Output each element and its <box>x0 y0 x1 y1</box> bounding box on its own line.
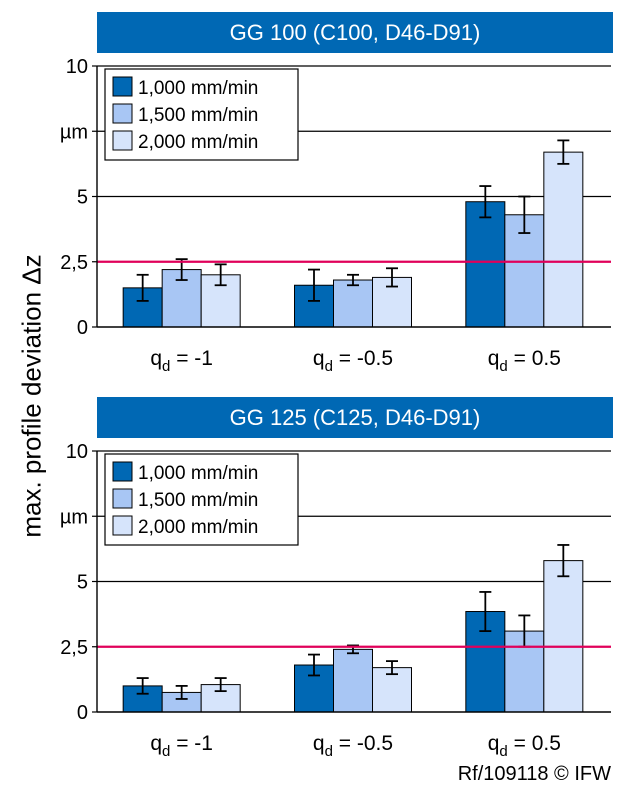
legend-swatch <box>112 488 133 509</box>
y-tick-label: 2,5 <box>60 637 88 659</box>
chart-2-title-banner: GG 125 (C125, D46-D91) <box>97 397 613 438</box>
x-category-label: qd = -0.5 <box>313 732 393 760</box>
y-tick-label: 10 <box>66 441 88 463</box>
chart-2-plot: 0 2,5 5 µm 10 qd = -1 qd = -0.5 qd = 0.5 1,000 m… <box>60 441 611 760</box>
x-category-label: qd = -1 <box>150 732 213 760</box>
legend-label: 2,000 mm/min <box>138 132 258 153</box>
x-category-label: qd = 0.5 <box>488 732 561 760</box>
y-tick-label: 2,5 <box>60 252 88 274</box>
legend-label: 1,500 mm/min <box>138 105 258 126</box>
legend-label: 1,500 mm/min <box>138 490 258 511</box>
legend-box <box>104 453 299 546</box>
legend-swatch <box>112 515 133 536</box>
legend-swatch <box>112 130 133 151</box>
chart-1-title-banner: GG 100 (C100, D46-D91) <box>97 12 613 53</box>
chart-1-plot: 0 2,5 5 µm 10 qd = -1 qd = -0.5 qd = 0.5 1,000 m… <box>60 56 611 375</box>
legend-label: 1,000 mm/min <box>138 463 258 484</box>
bar <box>333 648 373 713</box>
y-tick-label: 0 <box>77 317 88 339</box>
legend-box <box>104 68 299 161</box>
x-category-label: qd = -0.5 <box>313 347 393 375</box>
y-tick-label: µm <box>60 506 88 528</box>
legend-label: 1,000 mm/min <box>138 78 258 99</box>
y-tick-label: 10 <box>66 56 88 78</box>
bar <box>543 560 584 713</box>
bar <box>543 151 584 328</box>
y-tick-label: 0 <box>77 702 88 724</box>
bar <box>333 279 373 328</box>
x-category-label: qd = -1 <box>150 347 213 375</box>
legend-swatch <box>112 461 133 482</box>
y-tick-label: 5 <box>77 187 88 209</box>
legend-swatch <box>112 76 133 97</box>
y-tick-label: µm <box>60 121 88 143</box>
legend-label: 2,000 mm/min <box>138 517 258 538</box>
y-tick-label: 5 <box>77 572 88 594</box>
copyright-footer: Rf/109118 © IFW <box>457 763 611 785</box>
x-category-label: qd = 0.5 <box>488 347 561 375</box>
bar <box>465 201 506 328</box>
legend-swatch <box>112 103 133 124</box>
